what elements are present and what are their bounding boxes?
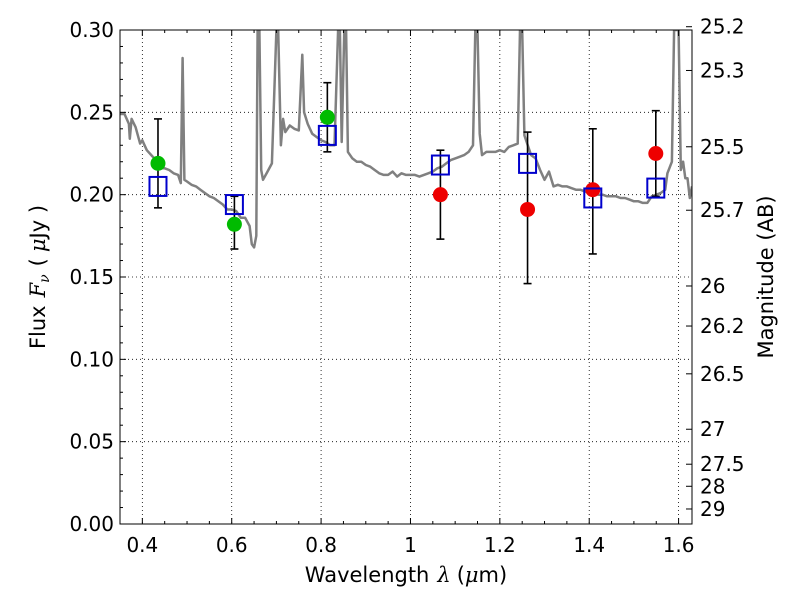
x-axis-label: Wavelength λ (μm) — [305, 563, 507, 587]
model-point — [646, 177, 666, 199]
x-tick-label: 1 — [404, 533, 417, 557]
observed-point-green — [150, 155, 166, 171]
model-point — [583, 187, 603, 209]
model-point — [430, 154, 450, 176]
y2-tick-label: 29 — [700, 497, 725, 521]
y-tick-label: 0.05 — [69, 430, 114, 454]
y2-tick-label: 26 — [700, 274, 725, 298]
y2-tick-label: 28 — [700, 474, 725, 498]
y2-tick-label: 27 — [700, 417, 725, 441]
y2-tick-label: 25.3 — [700, 58, 745, 82]
x-tick-label: 0.8 — [305, 533, 337, 557]
y2-tick-label: 25.2 — [700, 15, 745, 39]
x-tick-label: 1.2 — [484, 533, 516, 557]
x-tick-label: 0.6 — [216, 533, 248, 557]
observed-point-red — [648, 146, 664, 161]
model-point — [148, 175, 168, 197]
y-tick-label: 0.25 — [69, 100, 114, 124]
spectrum-line — [120, 30, 692, 249]
observed-point-red — [520, 201, 536, 217]
y-tick-label: 0.10 — [69, 347, 114, 371]
plot-frame — [119, 29, 693, 525]
y2-tick-label: 26.2 — [700, 314, 745, 338]
model-point — [317, 124, 337, 146]
y2-axis-label: Magnitude (AB) — [754, 195, 778, 358]
y-axis-label: FluxFν(μJy ) — [26, 205, 53, 349]
observed-points — [150, 109, 664, 232]
y2-tick-label: 26.5 — [700, 362, 745, 386]
y-tick-label: 0.15 — [69, 265, 114, 289]
observed-point-green — [226, 216, 242, 232]
model-points — [148, 124, 666, 216]
template-spectrum — [120, 30, 692, 249]
y-tick-label: 0.00 — [69, 512, 114, 536]
observed-point-red — [432, 187, 448, 203]
error-bars — [153, 81, 660, 285]
x-tick-label: 1.6 — [663, 533, 695, 557]
x-tick-label: 1.4 — [573, 533, 605, 557]
y-tick-label: 0.30 — [69, 18, 114, 42]
y2-tick-label: 27.5 — [700, 452, 745, 476]
model-point — [518, 152, 538, 174]
y-tick-label: 0.20 — [69, 183, 114, 207]
y2-tick-label: 25.7 — [700, 198, 745, 222]
x-tick-label: 0.4 — [126, 533, 158, 557]
y2-tick-label: 25.5 — [700, 135, 745, 159]
observed-point-green — [319, 109, 335, 125]
axis-ticks: 0.4 0.6 0.8 1 1.2 1.4 1.6 0.00 0.05 0.10 0.15 0.20 0… — [69, 15, 744, 557]
observed-point-red — [585, 182, 601, 198]
grid — [120, 30, 692, 524]
model-point — [224, 194, 244, 216]
